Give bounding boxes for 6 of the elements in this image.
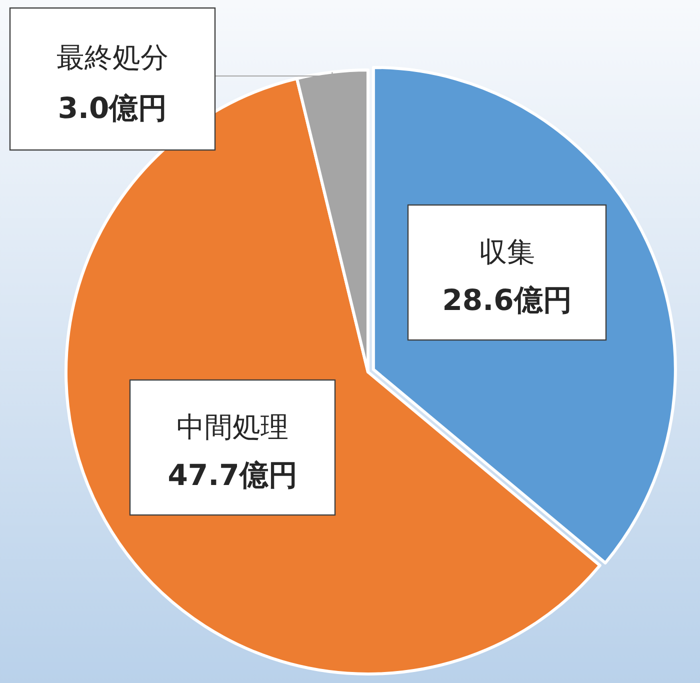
slice-label: 中間処理 <box>176 410 288 444</box>
legend-label: 最終処分 <box>56 40 168 74</box>
data-label: 47.7億円 <box>168 458 298 492</box>
data-label: 28.6億円 <box>442 283 572 318</box>
slice-label: 収集 <box>479 235 535 268</box>
data-label: 3.0億円 <box>58 91 168 126</box>
